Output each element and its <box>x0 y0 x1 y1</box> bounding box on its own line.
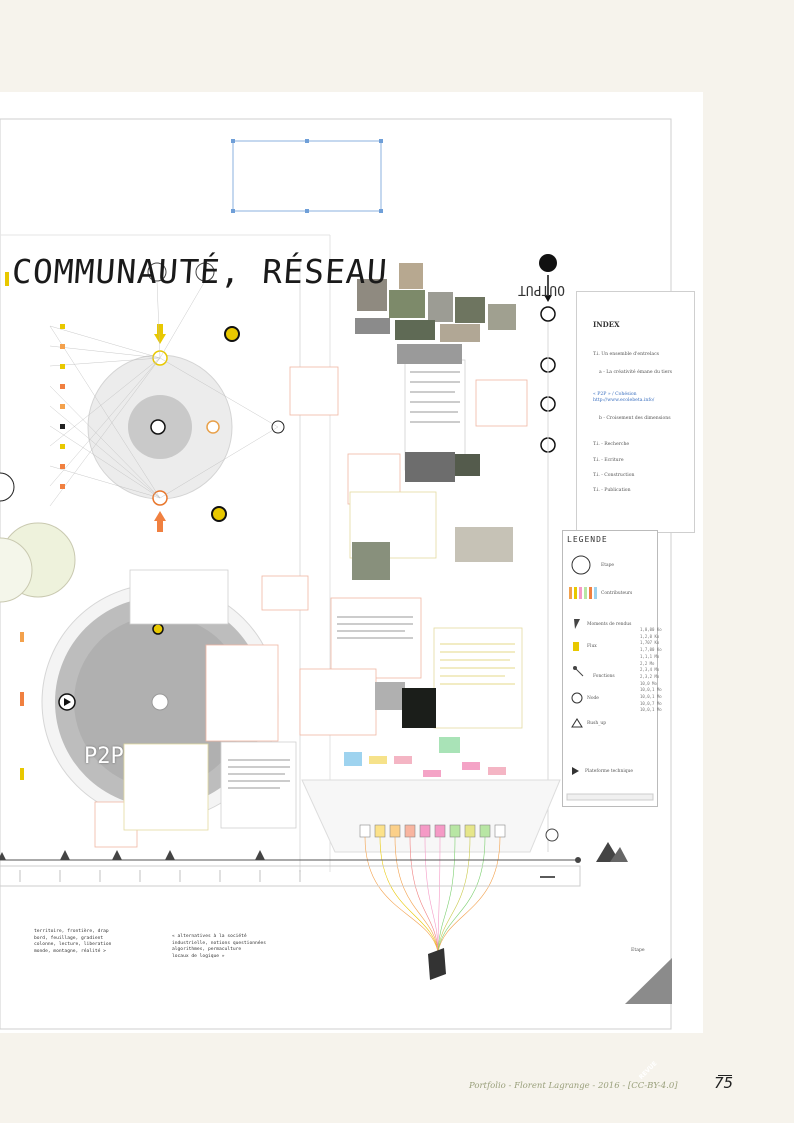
network-diagram <box>0 118 672 1030</box>
index-item[interactable]: T.i. - Construction <box>593 473 635 478</box>
index-item-link[interactable]: « P2P » / Cohésion http://www.ecolebeta.… <box>593 392 655 403</box>
note-right: « alternatives à la société industrielle… <box>172 934 267 959</box>
index-item[interactable]: T.i. - Publication <box>593 488 631 493</box>
size-value: 1,0,00 Ko <box>640 627 662 632</box>
p2p-label: P2P <box>84 744 124 769</box>
size-value: 1,707 Ko <box>640 640 660 646</box>
index-item[interactable]: T.i. - Recherche <box>593 442 630 447</box>
index-panel: INDEX T.i. Un ensemble d'entrelacs a - L… <box>576 291 695 533</box>
revue-label: REVUE <box>637 1060 659 1081</box>
index-title: INDEX <box>593 320 620 329</box>
size-value: 1,2,0 Ko <box>640 633 660 639</box>
size-value: 1,1,1 Mo <box>640 653 660 659</box>
legend-item-rushup: Rush_up <box>587 721 607 726</box>
legend-symbols <box>566 555 654 801</box>
index-item[interactable]: T.i. Un ensemble d'entrelacs <box>593 352 660 357</box>
size-value: 10,0,1 Mo <box>640 694 662 700</box>
page-number: 75 <box>714 1074 734 1092</box>
legend-item-moments: Moments de rendus <box>587 622 632 627</box>
legend-panel: LEGENDE Etape Contributeurs Moments de r… <box>562 530 658 807</box>
index-item[interactable]: a - La créativité émane du tiers <box>599 370 672 375</box>
size-value: 10,0 Mo <box>640 680 657 686</box>
index-item[interactable]: T.i. - Ecriture <box>593 458 624 463</box>
legend-item-fonctions: Fonctions <box>593 674 615 679</box>
size-value: 10,0,1 Mo <box>640 687 662 693</box>
size-value: 10,0,7 Mo <box>640 700 662 706</box>
note-left: territoire, frontière, drap bord, feuill… <box>34 929 112 954</box>
output-label: OUTPUT <box>518 282 565 297</box>
size-value: 1,7,00 Ko <box>640 647 662 653</box>
size-value: 2,3,2 Mo <box>640 673 660 679</box>
legend-item-node: Node <box>587 696 599 701</box>
size-value: 10,0,1 Mo <box>640 707 662 713</box>
page-title: COMMUNAUTÉ, RÉSEAU <box>10 252 389 291</box>
legend-item-flux: Flux <box>587 644 597 649</box>
size-list: 1,0,00 Ko 1,2,0 Ko 1,707 Ko 1,7,00 Ko 1,… <box>640 627 662 714</box>
legend-title: LEGENDE <box>567 535 608 544</box>
legend-item-contributeurs: Contributeurs <box>601 591 633 596</box>
etape-label: Etape <box>631 948 645 953</box>
size-value: 2,2 Mo <box>640 660 655 666</box>
legend-item-plateforme: Plateforme technique <box>585 769 633 774</box>
index-item[interactable]: b - Croisement des dimensions <box>599 416 671 421</box>
footer-credit: Portfolio - Florent Lagrange - 2016 - [C… <box>469 1081 678 1091</box>
size-value: 2,3,4 Mo <box>640 667 660 673</box>
legend-item-etape: Etape <box>601 563 614 568</box>
